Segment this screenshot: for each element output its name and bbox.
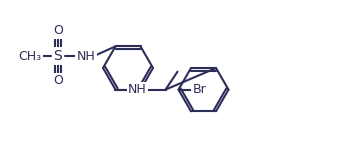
Text: CH₃: CH₃ bbox=[18, 49, 42, 63]
Text: O: O bbox=[53, 24, 63, 37]
Text: NH: NH bbox=[128, 83, 147, 96]
Text: S: S bbox=[54, 49, 62, 63]
Text: O: O bbox=[53, 75, 63, 88]
Text: O: O bbox=[53, 75, 63, 88]
Text: Br: Br bbox=[193, 83, 206, 96]
Text: NH: NH bbox=[77, 49, 95, 63]
Text: S: S bbox=[54, 49, 62, 63]
Text: O: O bbox=[53, 24, 63, 37]
